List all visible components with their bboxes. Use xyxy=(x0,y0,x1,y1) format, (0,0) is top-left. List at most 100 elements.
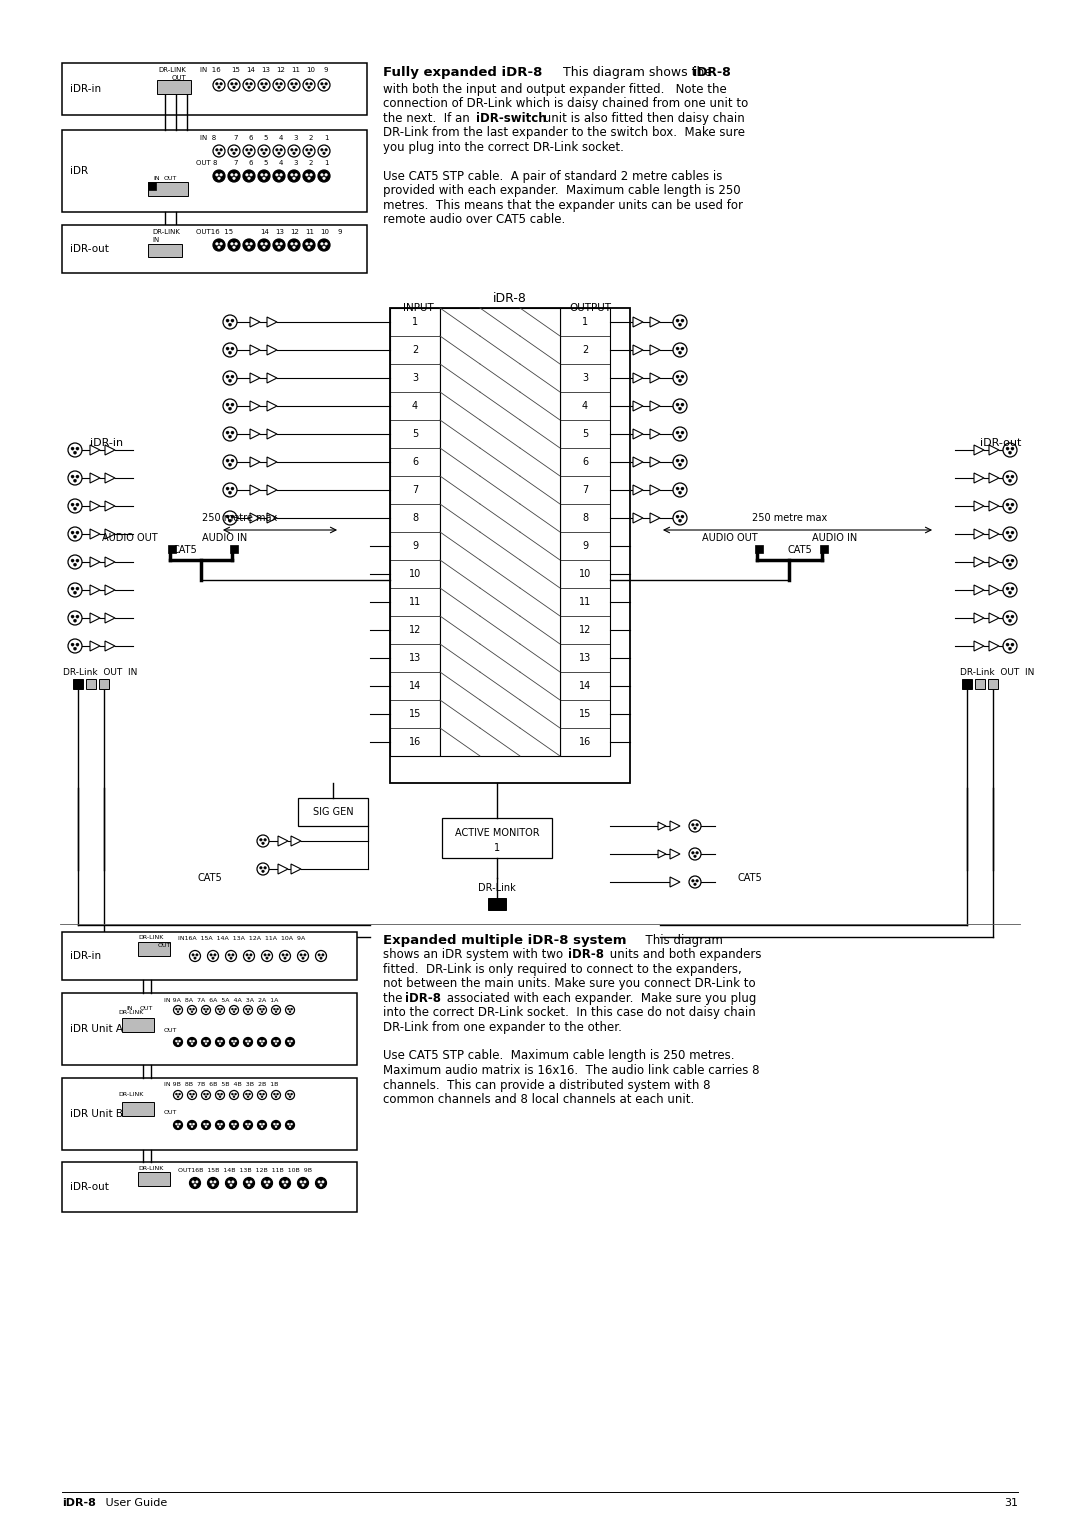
Circle shape xyxy=(676,374,679,377)
Circle shape xyxy=(68,639,82,652)
Circle shape xyxy=(192,953,194,957)
Circle shape xyxy=(247,1126,249,1128)
Text: AUDIO OUT: AUDIO OUT xyxy=(702,533,758,542)
Circle shape xyxy=(293,86,295,89)
Text: CAT5: CAT5 xyxy=(787,545,812,555)
Text: 5: 5 xyxy=(264,160,268,167)
Circle shape xyxy=(202,1038,211,1047)
Text: AUDIO OUT: AUDIO OUT xyxy=(103,533,158,542)
Circle shape xyxy=(234,1008,237,1010)
Bar xyxy=(62,225,367,274)
Polygon shape xyxy=(267,373,276,384)
Circle shape xyxy=(261,869,265,872)
Circle shape xyxy=(303,238,315,251)
Polygon shape xyxy=(989,445,999,455)
Polygon shape xyxy=(670,821,680,831)
Text: 2: 2 xyxy=(309,160,313,167)
Bar xyxy=(138,1172,170,1186)
Bar xyxy=(62,63,367,115)
Circle shape xyxy=(71,587,75,590)
Circle shape xyxy=(247,957,251,960)
Circle shape xyxy=(214,953,216,957)
Circle shape xyxy=(310,243,312,244)
Polygon shape xyxy=(974,474,984,483)
Circle shape xyxy=(175,1123,177,1125)
Text: IN: IN xyxy=(126,1005,133,1010)
Circle shape xyxy=(243,1120,253,1129)
Text: 12: 12 xyxy=(276,67,285,73)
Circle shape xyxy=(232,1181,234,1183)
Circle shape xyxy=(322,1181,324,1183)
Circle shape xyxy=(265,148,268,151)
Text: IN  16: IN 16 xyxy=(200,67,220,73)
Text: 9: 9 xyxy=(582,541,589,552)
Circle shape xyxy=(1009,591,1012,594)
Circle shape xyxy=(261,950,272,961)
Text: CAT5: CAT5 xyxy=(738,872,762,883)
Circle shape xyxy=(220,1093,222,1096)
Circle shape xyxy=(1003,555,1017,568)
Circle shape xyxy=(259,1008,261,1010)
Circle shape xyxy=(246,953,248,957)
Circle shape xyxy=(280,148,283,151)
Circle shape xyxy=(321,243,323,244)
Circle shape xyxy=(231,174,233,176)
Circle shape xyxy=(289,1042,291,1045)
Text: OUT16B  15B  14B  13B  12B  11B  10B  9B: OUT16B 15B 14B 13B 12B 11B 10B 9B xyxy=(178,1167,312,1172)
Circle shape xyxy=(229,379,231,382)
Polygon shape xyxy=(105,558,114,567)
Text: AUDIO IN: AUDIO IN xyxy=(812,533,858,542)
Text: 3: 3 xyxy=(582,373,589,384)
Circle shape xyxy=(73,451,77,454)
Polygon shape xyxy=(650,513,660,523)
Circle shape xyxy=(301,1184,305,1186)
Text: iDR-in: iDR-in xyxy=(70,950,102,961)
Circle shape xyxy=(222,399,237,413)
Circle shape xyxy=(258,79,270,92)
Circle shape xyxy=(273,238,285,251)
Circle shape xyxy=(321,83,323,86)
Circle shape xyxy=(285,1005,295,1015)
Polygon shape xyxy=(267,345,276,354)
Circle shape xyxy=(280,950,291,961)
Text: iDR-8: iDR-8 xyxy=(62,1497,96,1508)
Circle shape xyxy=(262,1008,265,1010)
Circle shape xyxy=(202,1005,211,1015)
Circle shape xyxy=(249,953,252,957)
Circle shape xyxy=(228,79,240,92)
Circle shape xyxy=(261,842,265,845)
Circle shape xyxy=(261,1042,264,1045)
Circle shape xyxy=(188,1091,197,1100)
Text: IN  8: IN 8 xyxy=(200,134,216,141)
Bar xyxy=(62,130,367,212)
Circle shape xyxy=(73,619,77,622)
Circle shape xyxy=(76,475,79,478)
Circle shape xyxy=(696,824,699,827)
Text: 11: 11 xyxy=(409,597,421,607)
Circle shape xyxy=(288,145,300,157)
Circle shape xyxy=(220,243,222,244)
Circle shape xyxy=(218,177,220,180)
Circle shape xyxy=(275,1126,276,1128)
Circle shape xyxy=(233,1042,235,1045)
Circle shape xyxy=(1003,527,1017,541)
Text: Use CAT5 STP cable.  Maximum cable length is 250 metres.: Use CAT5 STP cable. Maximum cable length… xyxy=(383,1050,734,1062)
Circle shape xyxy=(318,170,330,182)
Circle shape xyxy=(264,1181,267,1183)
Bar xyxy=(122,1018,154,1031)
Circle shape xyxy=(68,527,82,541)
Circle shape xyxy=(233,1010,235,1013)
Circle shape xyxy=(243,238,255,251)
Text: 6: 6 xyxy=(582,457,589,468)
Circle shape xyxy=(243,1038,253,1047)
Polygon shape xyxy=(670,877,680,886)
Circle shape xyxy=(676,403,679,406)
Circle shape xyxy=(219,1042,221,1045)
Polygon shape xyxy=(633,457,643,468)
Circle shape xyxy=(247,246,251,249)
Circle shape xyxy=(189,1008,191,1010)
Circle shape xyxy=(178,1008,180,1010)
Text: 9: 9 xyxy=(324,67,328,73)
Circle shape xyxy=(261,1096,264,1097)
Circle shape xyxy=(229,463,231,466)
